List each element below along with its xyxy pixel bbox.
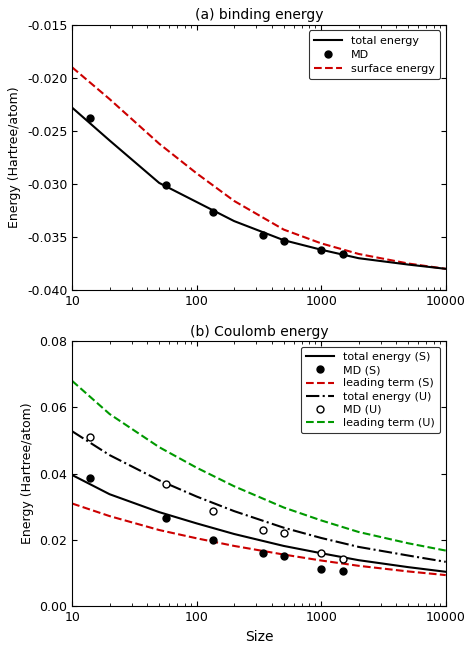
total energy: [443, 265, 448, 273]
leading term (S): [69, 499, 75, 507]
Line: total energy: total energy: [72, 108, 446, 269]
surface energy: [405, 259, 411, 267]
total energy (S): [319, 550, 324, 557]
MD (U): [340, 555, 346, 563]
leading term (S): [231, 542, 237, 550]
leading term (S): [107, 512, 112, 520]
surface energy: [107, 95, 112, 103]
total energy (U): [231, 507, 237, 515]
MD: [88, 114, 93, 122]
leading term (S): [405, 567, 411, 575]
surface energy: [281, 226, 287, 233]
MD (S): [210, 536, 216, 544]
total energy (S): [194, 520, 200, 527]
total energy (S): [69, 471, 75, 479]
MD: [164, 181, 169, 189]
leading term (U): [194, 464, 200, 471]
MD: [319, 246, 324, 254]
total energy (U): [156, 477, 162, 484]
total energy (S): [443, 568, 448, 576]
leading term (S): [156, 526, 162, 534]
MD (U): [88, 434, 93, 441]
surface energy: [194, 170, 200, 177]
leading term (U): [405, 539, 411, 547]
surface energy: [443, 265, 448, 273]
MD (U): [210, 507, 216, 514]
MD: [281, 237, 286, 245]
leading term (U): [231, 482, 237, 490]
MD (S): [281, 552, 286, 560]
leading term (S): [443, 571, 448, 579]
MD: [210, 208, 216, 216]
total energy (U): [69, 427, 75, 435]
total energy: [194, 198, 200, 206]
Title: (b) Coulomb energy: (b) Coulomb energy: [190, 325, 328, 338]
leading term (S): [281, 551, 287, 559]
MD (S): [260, 550, 265, 557]
MD (U): [164, 481, 169, 488]
MD (S): [319, 565, 324, 573]
Line: leading term (U): leading term (U): [72, 381, 446, 550]
Line: total energy (S): total energy (S): [72, 475, 446, 572]
Line: MD (S): MD (S): [87, 475, 346, 574]
total energy: [281, 236, 287, 244]
total energy (S): [405, 563, 411, 571]
leading term (U): [443, 546, 448, 554]
total energy: [69, 104, 75, 111]
total energy (U): [194, 493, 200, 501]
leading term (U): [281, 503, 287, 511]
Line: surface energy: surface energy: [72, 67, 446, 269]
Line: leading term (S): leading term (S): [72, 503, 446, 575]
total energy: [356, 254, 362, 262]
total energy (U): [281, 524, 287, 531]
total energy: [319, 246, 324, 254]
total energy (U): [443, 558, 448, 566]
total energy (U): [356, 543, 362, 551]
leading term (S): [194, 535, 200, 542]
leading term (S): [356, 562, 362, 570]
total energy (S): [231, 530, 237, 538]
MD (S): [340, 567, 346, 575]
Line: MD (U): MD (U): [87, 434, 346, 562]
Title: (a) binding energy: (a) binding energy: [195, 8, 323, 22]
leading term (U): [356, 528, 362, 536]
total energy (S): [356, 556, 362, 564]
Y-axis label: Energy (Hartree/atom): Energy (Hartree/atom): [21, 403, 34, 544]
surface energy: [156, 140, 162, 147]
MD (U): [319, 548, 324, 556]
total energy (S): [156, 508, 162, 516]
Line: total energy (U): total energy (U): [72, 431, 446, 562]
leading term (S): [319, 557, 324, 565]
MD: [260, 231, 265, 239]
Y-axis label: Energy (Hartree/atom): Energy (Hartree/atom): [9, 87, 21, 228]
total energy: [107, 136, 112, 144]
MD (U): [260, 526, 265, 534]
leading term (U): [156, 443, 162, 451]
surface energy: [69, 63, 75, 71]
total energy (U): [319, 534, 324, 542]
MD (S): [164, 514, 169, 522]
Legend: total energy (S), MD (S), leading term (S), total energy (U), MD (U), leading te: total energy (S), MD (S), leading term (…: [301, 347, 440, 434]
Legend: total energy, MD, surface energy: total energy, MD, surface energy: [309, 31, 440, 80]
surface energy: [231, 197, 237, 205]
MD: [340, 250, 346, 258]
total energy: [231, 217, 237, 225]
surface energy: [319, 239, 324, 247]
total energy (S): [107, 490, 112, 498]
X-axis label: Size: Size: [245, 630, 273, 644]
MD (U): [281, 529, 286, 537]
total energy (U): [405, 552, 411, 559]
leading term (U): [319, 516, 324, 524]
total energy: [405, 261, 411, 269]
total energy (U): [107, 451, 112, 459]
MD (S): [88, 475, 93, 482]
leading term (U): [107, 410, 112, 418]
Line: MD: MD: [87, 115, 346, 258]
total energy: [156, 179, 162, 187]
leading term (U): [69, 377, 75, 385]
total energy (S): [281, 542, 287, 550]
surface energy: [356, 250, 362, 258]
